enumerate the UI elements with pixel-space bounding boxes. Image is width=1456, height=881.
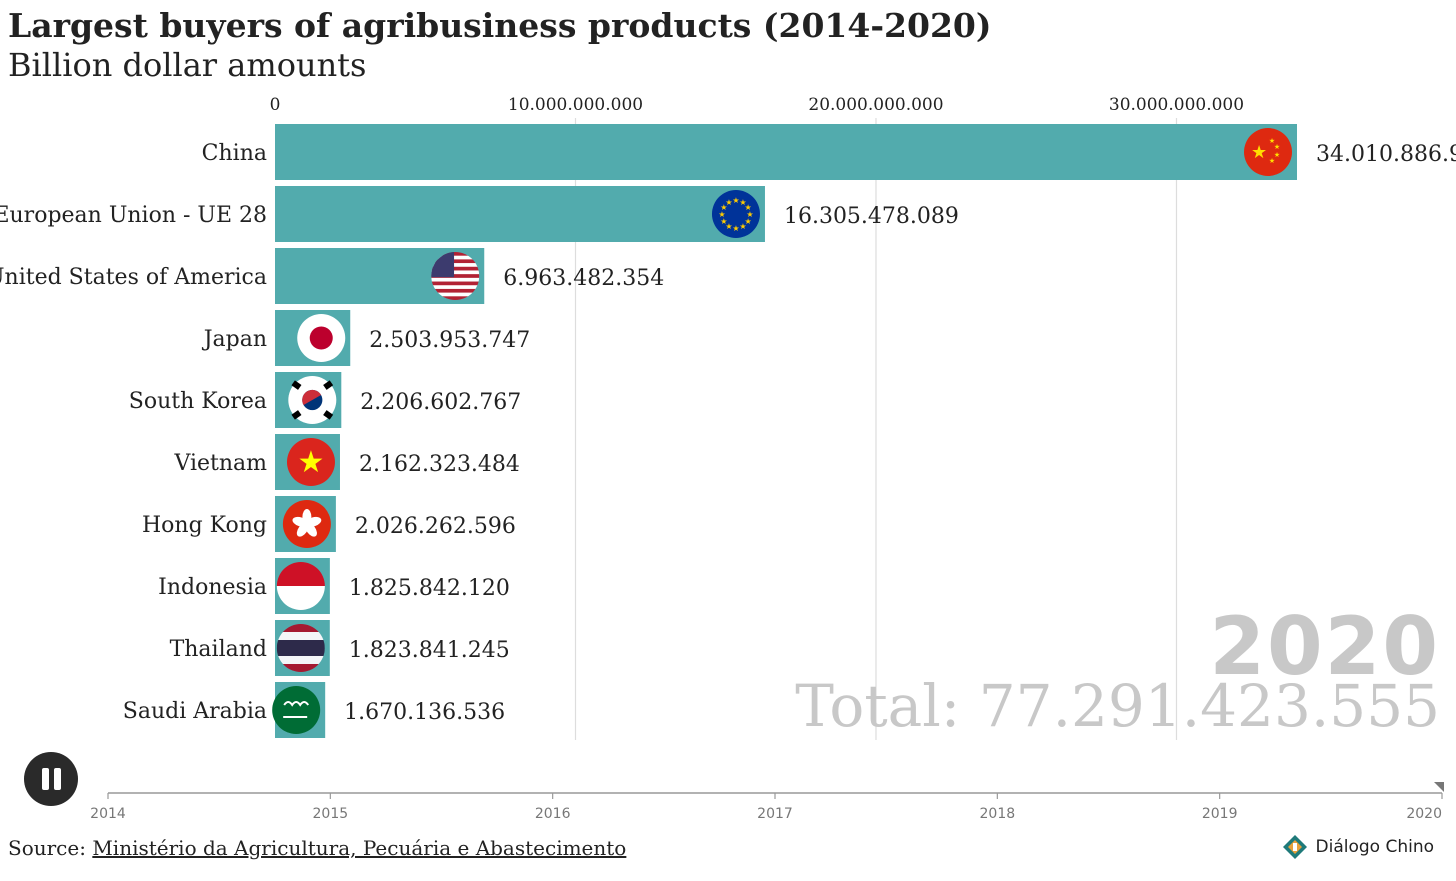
svg-text:★: ★: [1274, 151, 1280, 159]
category-label: Japan: [202, 327, 267, 352]
category-label: Indonesia: [158, 575, 267, 600]
x-tick-label: 30.000.000.000: [1109, 95, 1244, 115]
current-year-label: 2020: [1209, 600, 1440, 693]
value-label: 6.963.482.354: [503, 266, 664, 291]
bar-chart: 0 10.000.000.000 20.000.000.000 30.000.000.…: [0, 95, 1456, 740]
svg-text:★: ★: [1269, 157, 1275, 165]
timeline-year-label: 2015: [313, 806, 349, 822]
svg-text:★: ★: [720, 217, 727, 226]
value-label: 16.305.478.089: [784, 204, 959, 229]
svg-text:★: ★: [745, 203, 752, 212]
timeline-year-label: 2017: [757, 806, 793, 822]
value-label: 1.825.842.120: [349, 576, 510, 601]
svg-text:★: ★: [1274, 143, 1280, 151]
timeline-year-label: 2014: [90, 806, 126, 822]
south-korea-flag-icon: [288, 376, 337, 424]
dialogo-chino-logo-icon: [1282, 835, 1307, 859]
category-label: Hong Kong: [142, 513, 267, 538]
svg-text:★: ★: [298, 445, 325, 480]
category-label: European Union - UE 28: [0, 203, 267, 228]
value-label: 2.206.602.767: [360, 390, 521, 415]
category-label: China: [202, 141, 267, 166]
svg-text:★: ★: [720, 203, 727, 212]
category-label: South Korea: [129, 389, 267, 414]
category-label: United States of America: [0, 265, 267, 290]
svg-text:★: ★: [732, 196, 739, 205]
vietnam-flag-icon: ★: [286, 438, 335, 486]
thailand-flag-icon: [276, 624, 325, 672]
value-label: 1.823.841.245: [349, 638, 510, 663]
svg-text:★: ★: [1269, 137, 1275, 145]
value-label: 1.670.136.536: [344, 700, 505, 725]
value-label: 2.503.953.747: [369, 328, 530, 353]
svg-text:★: ★: [725, 222, 732, 231]
bar: [275, 124, 1297, 180]
svg-text:★: ★: [718, 210, 725, 219]
svg-text:★: ★: [745, 217, 752, 226]
value-label: 34.010.886.91: [1316, 142, 1456, 167]
timeline-year-label: 2016: [535, 806, 571, 822]
chart-subtitle: Billion dollar amounts: [8, 46, 367, 84]
category-label: Vietnam: [173, 451, 267, 476]
brand-logo[interactable]: Diálogo Chino: [1282, 834, 1435, 860]
hong-kong-flag-icon: [282, 500, 331, 548]
timeline-handle[interactable]: [1434, 782, 1444, 792]
usa-flag-icon: [431, 252, 480, 300]
timeline-year-label: 2018: [980, 806, 1016, 822]
svg-text:★: ★: [732, 224, 739, 233]
category-label: Thailand: [170, 637, 267, 662]
saudi-arabia-flag-icon: [272, 686, 321, 734]
chart-title: Largest buyers of agribusiness products …: [8, 6, 992, 45]
timeline-slider[interactable]: 2014 2015 2016 2017 2018 2019 2020: [0, 760, 1456, 830]
category-label: Saudi Arabia: [123, 699, 267, 724]
value-label: 2.162.323.484: [359, 452, 520, 477]
japan-flag-icon: [297, 314, 346, 362]
value-label: 2.026.262.596: [355, 514, 516, 539]
source-line: Source: Ministério da Agricultura, Pecuá…: [8, 836, 626, 860]
source-link[interactable]: Ministério da Agricultura, Pecuária e Ab…: [92, 836, 627, 860]
svg-text:★: ★: [739, 198, 746, 207]
total-label: Total: 77.291.423.555: [795, 672, 1440, 740]
svg-text:★: ★: [746, 210, 753, 219]
indonesia-flag-icon: [276, 562, 325, 610]
x-tick-label: 0: [270, 95, 281, 115]
pause-button[interactable]: [24, 752, 78, 806]
svg-text:★: ★: [1251, 142, 1267, 163]
svg-text:★: ★: [725, 198, 732, 207]
bar: [275, 186, 765, 242]
source-prefix: Source:: [8, 836, 86, 860]
brand-name: Diálogo Chino: [1315, 837, 1435, 857]
eu-flag-icon: ★★★★★★★★★ ★ ★★: [711, 190, 760, 238]
timeline-year-label: 2019: [1202, 806, 1238, 822]
x-tick-label: 10.000.000.000: [508, 95, 643, 115]
timeline-year-label: 2020: [1406, 806, 1442, 822]
china-flag-icon: ★★★★★: [1244, 128, 1292, 176]
svg-text:★: ★: [739, 222, 746, 231]
pause-icon: [42, 768, 49, 790]
x-tick-label: 20.000.000.000: [808, 95, 943, 115]
